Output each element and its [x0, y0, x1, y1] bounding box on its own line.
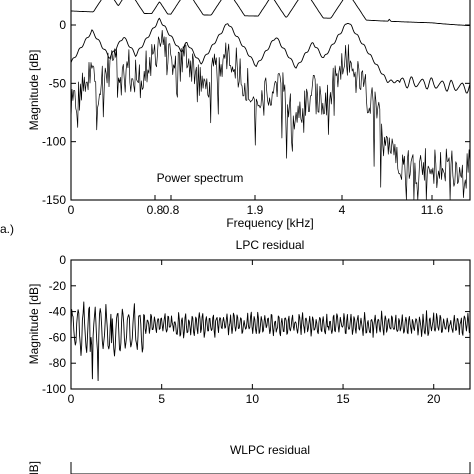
x-ticks: 0 0.8 0.8 1.9 4 11.6	[68, 195, 444, 217]
y-tick-label: -50	[49, 76, 67, 90]
power-spectrum-axes	[70, 0, 471, 201]
y-axis-label: Magnitude [dB]	[27, 50, 41, 131]
y-tick-label: 0	[59, 18, 66, 32]
y-tick-label: -100	[42, 135, 66, 149]
lpc-y-tick-label: -20	[49, 279, 67, 293]
lpc-y-tick-label: -80	[49, 356, 67, 370]
lpc-x-tick-label: 5	[158, 392, 165, 406]
x-tick-label: 4	[339, 203, 346, 217]
lpc-residual-axes	[70, 259, 471, 390]
lpc-y-tick-label: 0	[59, 253, 66, 267]
y-ticks: 0 -50 -100 -150	[42, 18, 470, 207]
lpc-y-ticks: 0 -20 -40 -60 -80 -100	[42, 253, 470, 396]
x-axis-label: Frequency [kHz]	[226, 216, 313, 230]
power-spectrum-annotation: Power spectrum	[157, 171, 244, 185]
panel-label: a.)	[0, 222, 14, 236]
lpc-y-axis-label: Magnitude [dB]	[27, 284, 41, 365]
wlpc-y-axis-label: dB]	[27, 461, 41, 474]
lpc-x-tick-label: 20	[427, 392, 441, 406]
y-tick-label: -150	[42, 193, 66, 207]
lpc-residual-title: LPC residual	[236, 238, 305, 252]
lpc-x-tick-label: 10	[246, 392, 260, 406]
wlpc-residual-title: WLPC residual	[230, 443, 310, 457]
spectrum-curve-3	[70, 29, 471, 201]
lpc-residual-curve	[70, 301, 471, 382]
x-tick-label: 0.8	[163, 203, 180, 217]
lpc-x-tick-label: 15	[336, 392, 350, 406]
lpc-y-tick-label: -40	[49, 305, 67, 319]
lpc-x-ticks: 0 5 10 15 20	[68, 260, 441, 406]
spectrum-curve-2	[70, 17, 471, 94]
wlpc-residual-panel: WLPC residual -20 dB]	[27, 443, 471, 474]
lpc-x-tick-label: 0	[68, 392, 75, 406]
x-tick-label: 0.8	[147, 203, 164, 217]
power-spectrum-panel: 0 -50 -100 -150 0 0.8 0.8 1.9 4 11.6 Power spect…	[0, 0, 471, 236]
x-tick-label: 1.9	[247, 203, 264, 217]
x-tick-label: 11.6	[421, 203, 444, 217]
spectrum-curve-1	[71, 0, 470, 27]
lpc-residual-panel: LPC residual 0-20-40-60-80-100 0 5 10 15 20 …	[27, 238, 471, 406]
lpc-y-tick-label: -60	[49, 330, 67, 344]
x-tick-label: 0	[68, 203, 75, 217]
lpc-y-tick-label: -100	[42, 382, 66, 396]
annotation-background	[140, 169, 262, 186]
